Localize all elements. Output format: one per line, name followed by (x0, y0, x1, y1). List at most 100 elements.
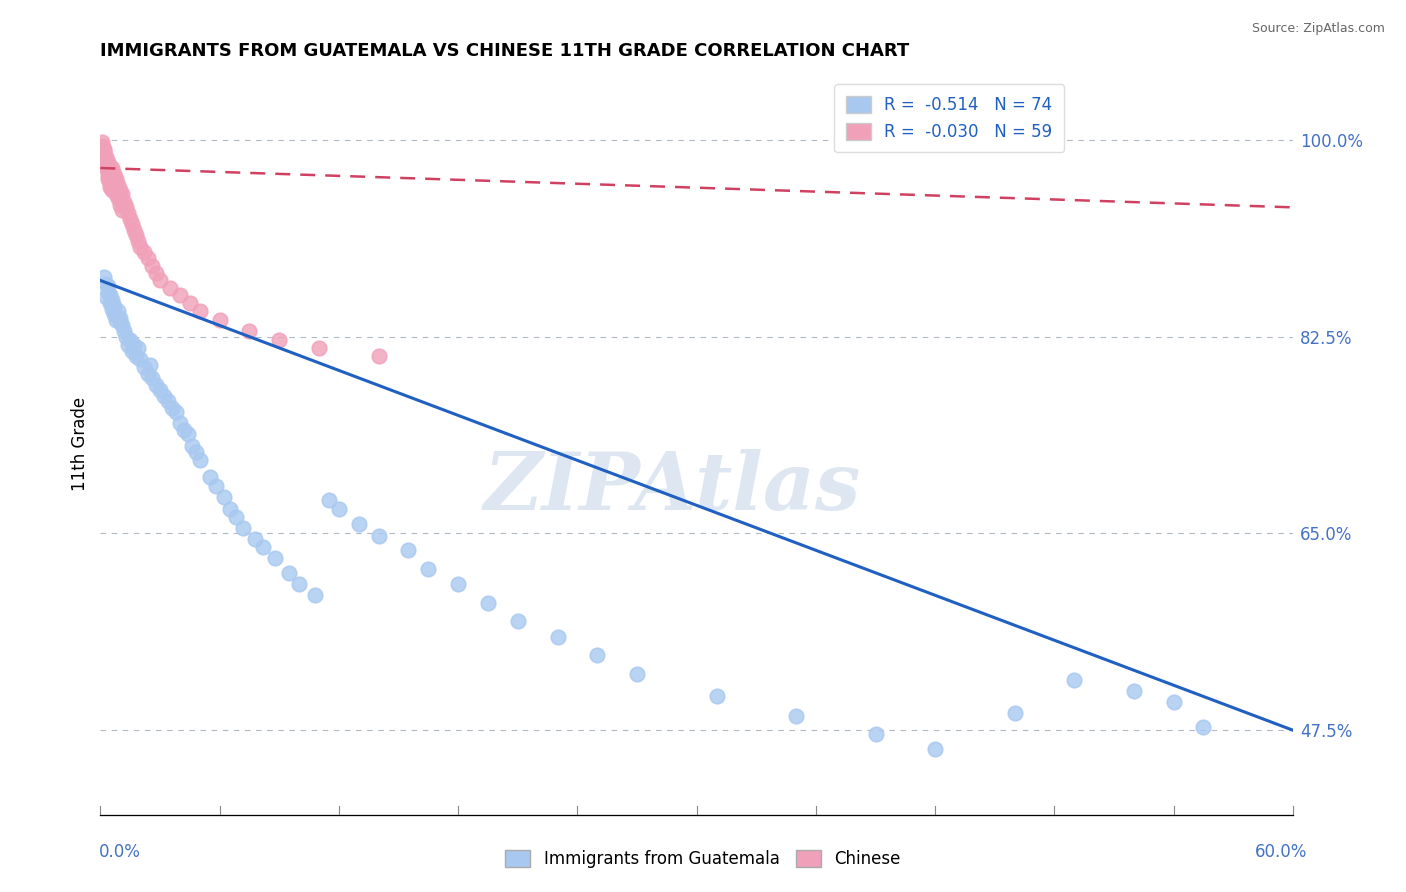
Point (91, 135, 114, 149)
Point (101, 167, 124, 181)
Point (145, 266, 167, 280)
Point (208, 313, 231, 327)
Point (93, 144, 115, 158)
Point (120, 333, 142, 347)
Point (112, 194, 135, 209)
Point (101, 184, 124, 198)
Point (173, 423, 195, 437)
Point (506, 614, 529, 628)
Point (706, 690, 728, 704)
Point (96, 158, 118, 172)
Point (184, 445, 207, 459)
Point (96, 150, 118, 164)
Point (110, 189, 132, 203)
Point (1192, 720, 1215, 734)
Point (110, 310, 132, 325)
Point (188, 453, 211, 467)
Point (477, 596, 499, 610)
Point (180, 439, 202, 453)
Point (288, 577, 311, 591)
Point (418, 562, 440, 576)
Point (177, 427, 200, 442)
Point (125, 349, 148, 363)
Point (367, 529, 389, 543)
Point (1163, 695, 1185, 709)
Point (153, 389, 176, 403)
Point (586, 648, 609, 662)
Point (149, 273, 172, 287)
Point (98, 161, 121, 175)
Point (132, 245, 155, 260)
Point (107, 303, 129, 318)
Point (204, 479, 226, 493)
Point (212, 491, 235, 505)
Point (169, 416, 191, 430)
Point (447, 577, 470, 591)
Point (198, 470, 221, 484)
Text: Source: ZipAtlas.com: Source: ZipAtlas.com (1251, 22, 1385, 36)
Point (188, 303, 211, 318)
Point (626, 667, 648, 681)
Point (101, 161, 124, 175)
Point (225, 509, 247, 524)
Point (105, 313, 128, 327)
Point (122, 223, 145, 237)
Point (264, 551, 287, 566)
Point (1063, 673, 1085, 687)
Point (328, 501, 350, 516)
Point (111, 318, 134, 333)
Point (269, 333, 291, 347)
Point (318, 492, 340, 507)
Point (110, 198, 132, 212)
Point (105, 186, 128, 201)
Point (129, 352, 152, 367)
Legend: R =  -0.514   N = 74, R =  -0.030   N = 59: R = -0.514 N = 74, R = -0.030 N = 59 (834, 85, 1064, 153)
Point (245, 532, 267, 546)
Point (96, 290, 118, 304)
Point (136, 251, 159, 265)
Point (1004, 706, 1026, 721)
Point (169, 288, 191, 302)
Point (127, 234, 149, 248)
Point (107, 178, 129, 192)
Point (156, 393, 179, 408)
Point (179, 296, 201, 310)
Point (367, 349, 389, 363)
Point (125, 228, 148, 243)
Point (865, 726, 887, 740)
Point (122, 337, 145, 351)
Point (97, 164, 120, 178)
Point (924, 742, 946, 756)
Point (127, 341, 149, 355)
Y-axis label: 11th Grade: 11th Grade (72, 396, 89, 491)
Point (101, 293, 124, 307)
Point (132, 359, 155, 374)
Point (232, 521, 254, 535)
Point (98, 176, 121, 190)
Point (107, 184, 129, 198)
Point (1122, 684, 1144, 698)
Point (145, 378, 167, 392)
Point (97, 155, 120, 169)
Text: 0.0%: 0.0% (98, 843, 141, 861)
Point (347, 517, 370, 532)
Point (98, 296, 121, 310)
Point (110, 315, 132, 329)
Text: IMMIGRANTS FROM GUATEMALA VS CHINESE 11TH GRADE CORRELATION CHART: IMMIGRANTS FROM GUATEMALA VS CHINESE 11T… (100, 42, 910, 60)
Text: ZIPAtlas: ZIPAtlas (484, 450, 862, 527)
Point (111, 186, 134, 201)
Point (103, 307, 125, 321)
Point (547, 630, 569, 644)
Point (111, 202, 134, 217)
Point (304, 588, 326, 602)
Point (785, 708, 807, 723)
Text: 60.0%: 60.0% (1256, 843, 1308, 861)
Point (93, 270, 115, 285)
Point (91, 138, 114, 153)
Point (101, 176, 124, 190)
Point (103, 299, 125, 313)
Legend: Immigrants from Guatemala, Chinese: Immigrants from Guatemala, Chinese (499, 843, 907, 875)
Point (97, 172, 120, 186)
Point (121, 217, 143, 231)
Point (165, 405, 187, 419)
